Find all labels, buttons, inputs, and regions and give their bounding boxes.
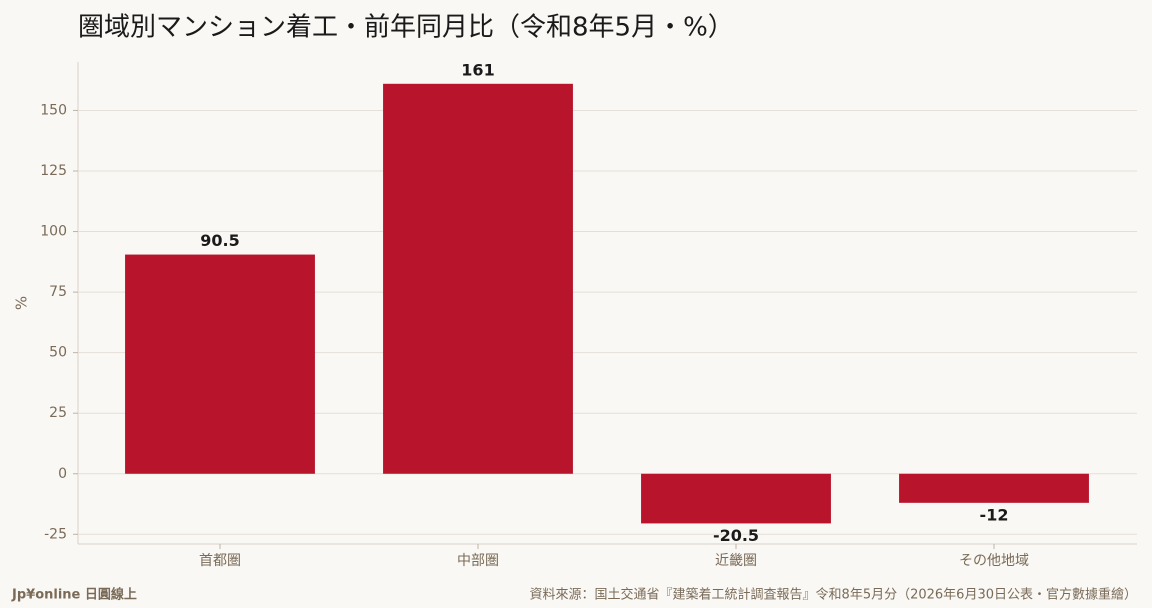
- x-tick-label: 首都圏: [199, 553, 241, 569]
- y-tick-label: 0: [58, 466, 67, 482]
- bar: [383, 83, 573, 474]
- bar: [641, 473, 831, 524]
- source-note: 資料來源：国土交通省『建築着工統計調査報告』令和8年5月分（2026年6月30日…: [530, 587, 1137, 603]
- x-tick-label: その他地域: [959, 553, 1029, 569]
- value-label: 90.5: [200, 231, 239, 250]
- y-tick-label: 25: [49, 405, 67, 421]
- value-label: -20.5: [713, 526, 759, 545]
- y-tick-label: 150: [40, 102, 67, 118]
- y-tick-label: 50: [49, 345, 67, 361]
- chart-title: 圏域別マンション着工・前年同月比（令和8年5月・%）: [78, 13, 734, 43]
- bar: [899, 473, 1089, 503]
- y-tick-label: 75: [49, 284, 67, 300]
- brand: Jp¥online 日圓線上: [11, 587, 137, 603]
- y-tick-label: 125: [40, 163, 67, 179]
- y-tick-label: -25: [44, 526, 67, 542]
- value-label: 161: [461, 60, 494, 79]
- bar: [125, 254, 315, 474]
- y-tick-label: 100: [40, 224, 67, 240]
- x-tick-label: 中部圏: [457, 553, 499, 569]
- value-label: -12: [980, 505, 1009, 524]
- y-axis-label: %: [13, 296, 31, 310]
- x-tick-label: 近畿圏: [715, 553, 757, 569]
